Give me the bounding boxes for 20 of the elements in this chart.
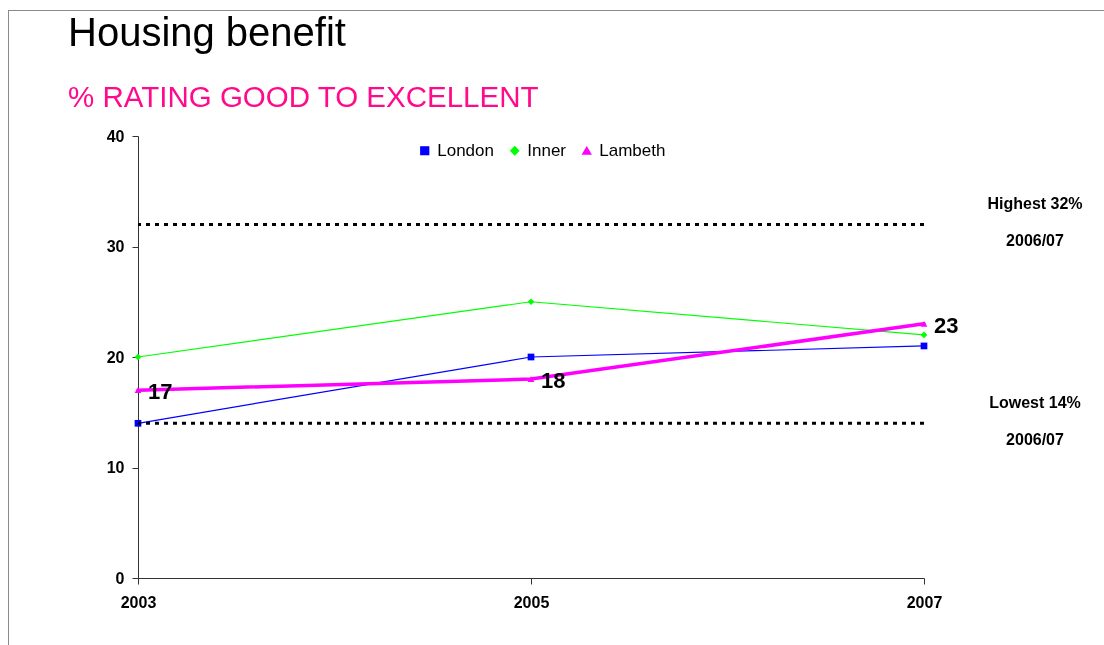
y-tick-label: 30: [106, 238, 125, 255]
legend-label: London: [437, 140, 494, 160]
y-tick-label: 20: [106, 348, 125, 366]
point: [920, 320, 928, 327]
point: [134, 387, 142, 394]
chart-subtitle: % RATING GOOD TO EXCELLENT: [68, 79, 539, 113]
point: [527, 298, 535, 306]
x-tick-label: 2007: [906, 593, 943, 611]
chart-title: Housing benefit: [68, 9, 346, 54]
legend-label: Inner: [527, 140, 567, 160]
y-tick-label: 0: [115, 569, 125, 587]
y-tick-label: 10: [106, 459, 125, 476]
point: [527, 376, 535, 383]
point: [920, 331, 928, 339]
point: [134, 353, 142, 361]
legend-label: Lambeth: [599, 140, 666, 160]
y-tick-label: 40: [106, 127, 125, 145]
data-label: 23: [934, 312, 959, 338]
x-tick-label: 2003: [120, 593, 157, 611]
x-tick-label: 2005: [513, 593, 550, 611]
